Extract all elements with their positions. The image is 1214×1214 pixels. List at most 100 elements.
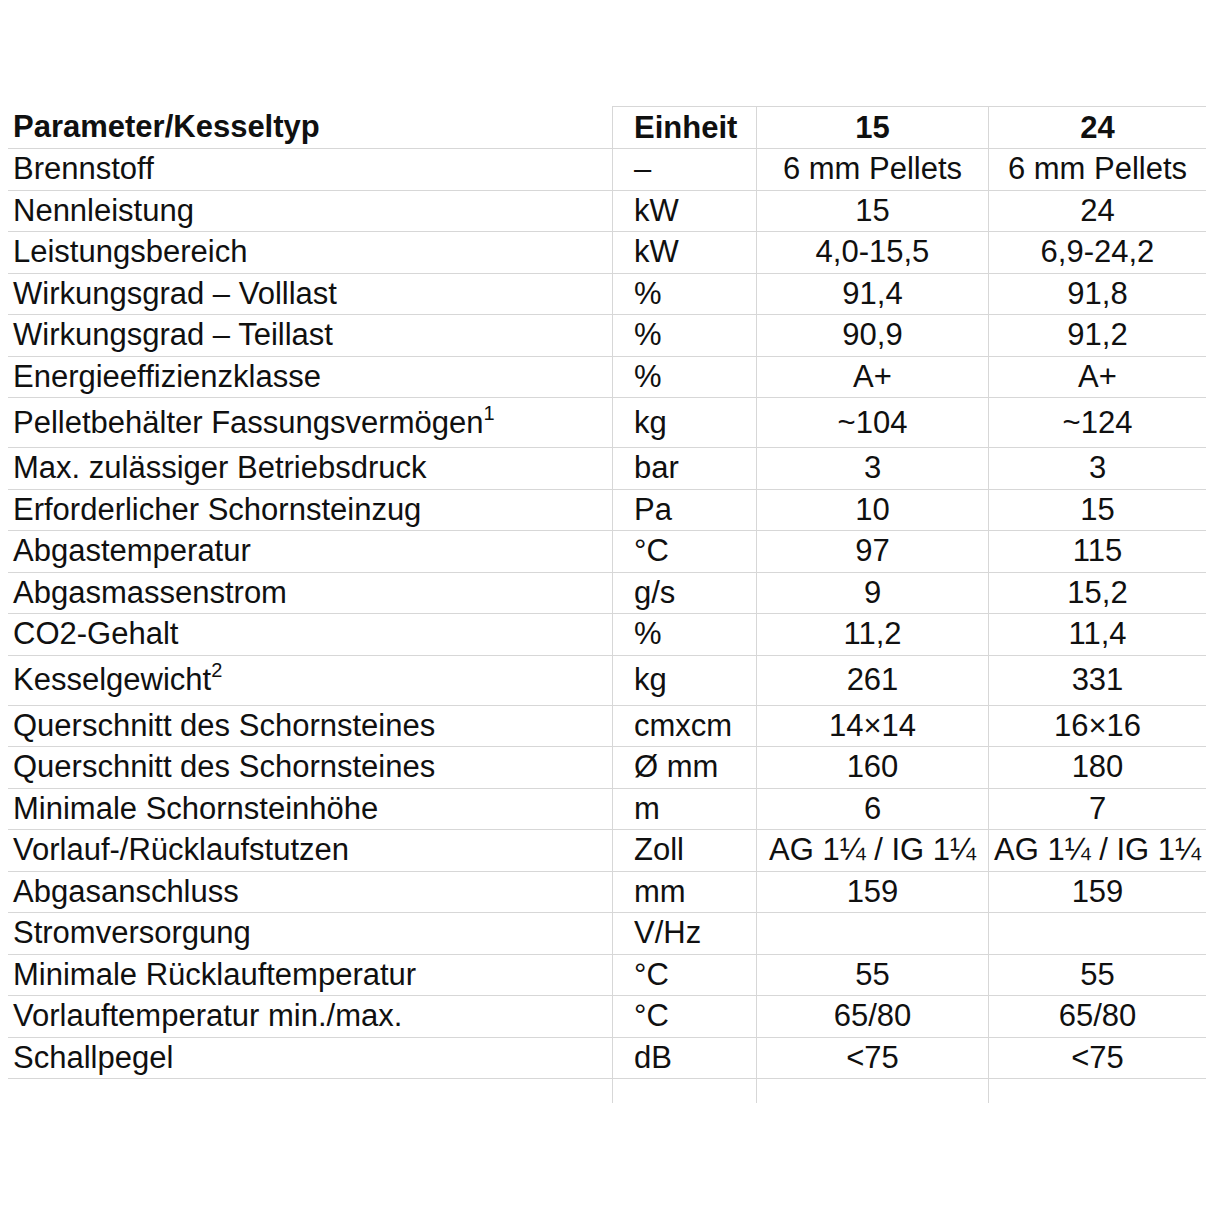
parameter-cell: Wirkungsgrad – Volllast xyxy=(8,274,612,315)
value-15-cell: 97 xyxy=(756,531,988,572)
table-body: Brennstoff–6 mm Pellets6 mm PelletsNennl… xyxy=(8,149,1206,1079)
table-row: Minimale Rücklauftemperatur°C5555 xyxy=(8,955,1206,997)
value-15-cell: 65/80 xyxy=(756,996,988,1037)
unit-cell: °C xyxy=(612,996,756,1037)
table-row: Abgastemperatur°C97115 xyxy=(8,531,1206,573)
value-24-cell: 11,4 xyxy=(988,614,1206,655)
unit-cell: % xyxy=(612,357,756,398)
parameter-cell: Pelletbehälter Fassungsvermögen1 xyxy=(8,398,612,447)
unit-cell: % xyxy=(612,315,756,356)
value-15-cell: 15 xyxy=(756,191,988,232)
value-15-cell: 91,4 xyxy=(756,274,988,315)
table-row: CO2-Gehalt%11,211,4 xyxy=(8,614,1206,656)
value-24-cell: ~124 xyxy=(988,398,1206,447)
table-row: Querschnitt des Schornsteinescmxcm14×141… xyxy=(8,706,1206,748)
table-row: Wirkungsgrad – Volllast%91,491,8 xyxy=(8,274,1206,316)
table-row: Erforderlicher SchornsteinzugPa1015 xyxy=(8,490,1206,532)
parameter-cell: Nennleistung xyxy=(8,191,612,232)
value-24-cell: A+ xyxy=(988,357,1206,398)
empty-value-24-cell xyxy=(988,1079,1206,1103)
column-header-parameter: Parameter/Kesseltyp xyxy=(8,106,612,148)
unit-cell: Zoll xyxy=(612,830,756,871)
parameter-cell: Schallpegel xyxy=(8,1038,612,1079)
value-15-cell: 6 xyxy=(756,789,988,830)
table-header-row: Parameter/Kesseltyp Einheit 15 24 xyxy=(8,106,1206,149)
value-15-cell: 159 xyxy=(756,872,988,913)
unit-cell: dB xyxy=(612,1038,756,1079)
parameter-cell: Abgasanschluss xyxy=(8,872,612,913)
unit-cell: g/s xyxy=(612,573,756,614)
parameter-cell: Erforderlicher Schornsteinzug xyxy=(8,490,612,531)
parameter-cell: Brennstoff xyxy=(8,149,612,190)
value-24-cell xyxy=(988,913,1206,954)
value-15-cell xyxy=(756,913,988,954)
unit-cell: V/Hz xyxy=(612,913,756,954)
table-row: LeistungsbereichkW4,0-15,56,9-24,2 xyxy=(8,232,1206,274)
value-24-cell: 65/80 xyxy=(988,996,1206,1037)
value-24-cell: 115 xyxy=(988,531,1206,572)
table-row: SchallpegeldB<75<75 xyxy=(8,1038,1206,1080)
value-15-cell: A+ xyxy=(756,357,988,398)
parameter-cell: Querschnitt des Schornsteines xyxy=(8,706,612,747)
trailing-empty-row xyxy=(8,1079,1206,1103)
value-15-cell: 55 xyxy=(756,955,988,996)
value-15-cell: 261 xyxy=(756,656,988,705)
table-row: Abgasmassenstromg/s915,2 xyxy=(8,573,1206,615)
value-24-cell: 159 xyxy=(988,872,1206,913)
value-15-cell: 6 mm Pellets xyxy=(756,149,988,190)
parameter-cell: Vorlauf-/Rücklaufstutzen xyxy=(8,830,612,871)
empty-unit-cell xyxy=(612,1079,756,1103)
column-header-model-24: 24 xyxy=(988,106,1206,148)
value-24-cell: 331 xyxy=(988,656,1206,705)
parameter-cell: Minimale Rücklauftemperatur xyxy=(8,955,612,996)
table-row: Brennstoff–6 mm Pellets6 mm Pellets xyxy=(8,149,1206,191)
empty-parameter-cell xyxy=(8,1079,612,1103)
value-24-cell: 91,8 xyxy=(988,274,1206,315)
parameter-cell: Kesselgewicht2 xyxy=(8,656,612,705)
value-24-cell: 16×16 xyxy=(988,706,1206,747)
empty-value-15-cell xyxy=(756,1079,988,1103)
value-24-cell: 180 xyxy=(988,747,1206,788)
value-24-cell: AG 1¼ / IG 1¼ xyxy=(988,830,1206,871)
parameter-cell: Energieeffizienzklasse xyxy=(8,357,612,398)
table-row: StromversorgungV/Hz xyxy=(8,913,1206,955)
value-15-cell: 14×14 xyxy=(756,706,988,747)
table-row: Minimale Schornsteinhöhem67 xyxy=(8,789,1206,831)
value-24-cell: 6 mm Pellets xyxy=(988,149,1206,190)
table-row: Vorlauf-/RücklaufstutzenZollAG 1¼ / IG 1… xyxy=(8,830,1206,872)
value-15-cell: 10 xyxy=(756,490,988,531)
column-header-unit: Einheit xyxy=(612,106,756,148)
parameter-cell: Max. zulässiger Betriebsdruck xyxy=(8,448,612,489)
value-15-cell: 3 xyxy=(756,448,988,489)
unit-cell: kg xyxy=(612,656,756,705)
value-24-cell: 6,9-24,2 xyxy=(988,232,1206,273)
parameter-cell: Wirkungsgrad – Teillast xyxy=(8,315,612,356)
unit-cell: % xyxy=(612,614,756,655)
value-24-cell: 7 xyxy=(988,789,1206,830)
footnote-superscript: 1 xyxy=(483,403,494,423)
unit-cell: °C xyxy=(612,531,756,572)
parameter-cell: Minimale Schornsteinhöhe xyxy=(8,789,612,830)
table-row: Energieeffizienzklasse%A+A+ xyxy=(8,357,1206,399)
value-24-cell: 24 xyxy=(988,191,1206,232)
unit-cell: Ø mm xyxy=(612,747,756,788)
value-15-cell: AG 1¼ / IG 1¼ xyxy=(756,830,988,871)
table-row: Wirkungsgrad – Teillast%90,991,2 xyxy=(8,315,1206,357)
unit-cell: – xyxy=(612,149,756,190)
value-15-cell: 90,9 xyxy=(756,315,988,356)
parameter-cell: CO2-Gehalt xyxy=(8,614,612,655)
parameter-cell: Querschnitt des Schornsteines xyxy=(8,747,612,788)
parameter-cell: Leistungsbereich xyxy=(8,232,612,273)
table-row: Pelletbehälter Fassungsvermögen1kg~104~1… xyxy=(8,398,1206,448)
table-row: Querschnitt des SchornsteinesØ mm160180 xyxy=(8,747,1206,789)
unit-cell: mm xyxy=(612,872,756,913)
value-15-cell: 9 xyxy=(756,573,988,614)
parameter-cell: Vorlauftemperatur min./max. xyxy=(8,996,612,1037)
unit-cell: Pa xyxy=(612,490,756,531)
footnote-superscript: 2 xyxy=(211,660,222,680)
unit-cell: kW xyxy=(612,232,756,273)
table-row: Abgasanschlussmm159159 xyxy=(8,872,1206,914)
parameter-cell: Stromversorgung xyxy=(8,913,612,954)
parameter-cell: Abgastemperatur xyxy=(8,531,612,572)
unit-cell: °C xyxy=(612,955,756,996)
